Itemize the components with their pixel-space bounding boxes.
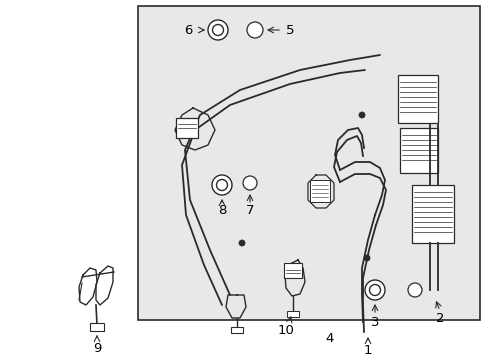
- Circle shape: [363, 255, 369, 261]
- Circle shape: [212, 175, 231, 195]
- Circle shape: [243, 176, 257, 190]
- Circle shape: [239, 240, 244, 246]
- Text: 4: 4: [325, 332, 333, 345]
- Bar: [309, 180, 329, 202]
- Circle shape: [369, 284, 380, 296]
- Bar: [411, 185, 453, 243]
- Bar: [399, 128, 437, 173]
- Circle shape: [207, 20, 227, 40]
- Text: 2: 2: [435, 311, 443, 324]
- Bar: [284, 263, 302, 278]
- Circle shape: [216, 180, 227, 190]
- Text: 6: 6: [183, 23, 192, 36]
- Bar: [397, 75, 437, 123]
- Text: 7: 7: [245, 203, 254, 216]
- Text: 1: 1: [363, 343, 371, 356]
- Text: 8: 8: [217, 203, 226, 216]
- Bar: [90, 323, 104, 331]
- Bar: [286, 311, 298, 317]
- Text: 5: 5: [285, 23, 294, 36]
- Bar: [176, 118, 198, 138]
- Circle shape: [246, 22, 263, 38]
- Bar: [230, 327, 243, 333]
- Text: 3: 3: [370, 315, 379, 328]
- Circle shape: [212, 24, 223, 36]
- Text: 10: 10: [277, 324, 294, 337]
- Circle shape: [358, 112, 364, 118]
- Bar: [138, 6, 479, 320]
- Circle shape: [407, 283, 421, 297]
- Circle shape: [364, 280, 384, 300]
- Text: 9: 9: [93, 342, 101, 355]
